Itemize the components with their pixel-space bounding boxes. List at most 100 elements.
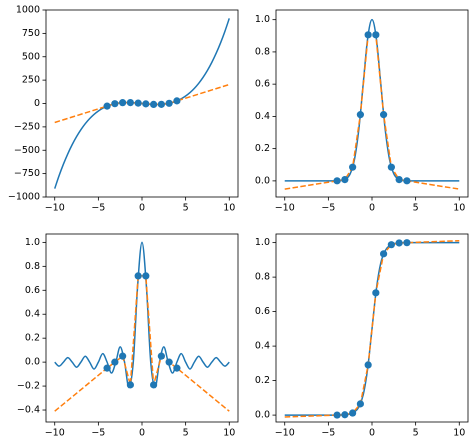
- x-tick-label: −10: [275, 428, 295, 439]
- x-tick-label: 5: [183, 428, 189, 439]
- data-point: [356, 400, 364, 408]
- data-point: [333, 411, 341, 419]
- data-point: [372, 289, 380, 297]
- y-tick-label: 0.4: [255, 111, 270, 122]
- y-tick-label: 0: [34, 98, 40, 109]
- y-tick-label: 0.2: [255, 143, 270, 154]
- data-point: [173, 97, 181, 105]
- dashed-line: [54, 275, 230, 412]
- x-tick-label: 10: [453, 203, 465, 214]
- y-tick-label: 0.0: [255, 175, 270, 186]
- subplot: 0.0 0.2 0.4 0.6 0.8 1.0 −10 −5 0 5 10: [255, 233, 469, 439]
- y-tick-label: −1000: [8, 192, 40, 203]
- y-tick-label: 0.8: [255, 46, 270, 57]
- data-point: [150, 381, 158, 389]
- data-point: [126, 98, 134, 107]
- y-tick-label: 0.0: [255, 410, 270, 421]
- y-tick-label: 0.6: [255, 306, 270, 317]
- y-tick-label: 1.0: [255, 237, 270, 248]
- y-tick-label: 0.8: [255, 272, 270, 283]
- x-tick-label: −10: [45, 203, 65, 214]
- data-point: [403, 239, 411, 247]
- y-tick-label: 500: [22, 51, 40, 62]
- data-point: [356, 111, 364, 119]
- data-point: [165, 358, 173, 366]
- y-tick-label: 0.0: [25, 357, 40, 368]
- data-point: [364, 361, 372, 369]
- y-tick-label: 1.0: [25, 237, 40, 248]
- y-tick-label: 250: [22, 75, 40, 86]
- y-tick-label: 1.0: [255, 14, 270, 25]
- axes-frame: [275, 9, 469, 198]
- data-point: [387, 241, 395, 249]
- y-tick-label: 0.6: [25, 285, 40, 296]
- data-point: [111, 100, 119, 108]
- dashed-line: [54, 83, 230, 124]
- y-tick-label: −0.2: [17, 381, 40, 392]
- y-tick-label: −250: [14, 121, 40, 132]
- y-tick-label: 0.2: [25, 333, 40, 344]
- data-point: [341, 176, 349, 184]
- x-tick-label: 0: [369, 428, 375, 439]
- y-tick-label: −500: [14, 145, 40, 156]
- data-point: [142, 100, 150, 108]
- data-point: [157, 100, 165, 108]
- subplot: 0.0 0.2 0.4 0.6 0.8 1.0 −10 −5 0 5 10: [255, 9, 469, 214]
- axes-frame: [45, 233, 239, 423]
- y-tick-label: −750: [14, 168, 40, 179]
- data-point: [395, 239, 403, 247]
- curve: [284, 18, 460, 182]
- x-tick-label: −10: [45, 428, 65, 439]
- x-tick-label: −5: [321, 203, 335, 214]
- data-point: [372, 31, 380, 39]
- data-point: [349, 409, 357, 417]
- subplot: −1000 −750 −500 −250 0 250 500 750 1000 −10 −5 0 5 10: [8, 5, 239, 214]
- data-point: [364, 31, 372, 39]
- y-tick-label: 0.6: [255, 79, 270, 90]
- axes-frame: [45, 9, 239, 198]
- data-point: [173, 364, 181, 372]
- data-point: [119, 99, 127, 107]
- data-point: [395, 176, 403, 184]
- data-point: [134, 272, 142, 280]
- x-tick-label: −5: [321, 428, 335, 439]
- data-point: [111, 358, 119, 366]
- y-tick-label: 0.4: [25, 309, 40, 320]
- data-point: [157, 352, 165, 360]
- x-tick-label: 10: [453, 428, 465, 439]
- data-point: [387, 163, 395, 171]
- data-point: [103, 364, 111, 372]
- x-tick-label: 10: [223, 428, 235, 439]
- y-tick-label: 0.8: [25, 261, 40, 272]
- x-tick-label: −5: [91, 428, 105, 439]
- data-point: [380, 250, 388, 258]
- data-point: [403, 177, 411, 185]
- x-tick-label: 0: [369, 203, 375, 214]
- data-point: [349, 163, 357, 171]
- data-point: [341, 411, 349, 419]
- data-point: [380, 111, 388, 119]
- y-tick-label: 750: [22, 28, 40, 39]
- curve: [54, 241, 230, 389]
- axes-frame: [275, 233, 469, 423]
- data-point: [103, 102, 111, 110]
- data-point: [165, 99, 173, 107]
- y-tick-label: 1000: [16, 5, 40, 16]
- data-point: [119, 352, 127, 360]
- x-tick-label: −5: [91, 203, 105, 214]
- x-tick-label: 5: [413, 203, 419, 214]
- subplot: −0.4 −0.2 0.0 0.2 0.4 0.6 0.8 1.0 −10 −5 0 5 10: [17, 233, 239, 439]
- y-tick-label: 0.2: [255, 375, 270, 386]
- data-point: [134, 99, 142, 107]
- x-tick-label: 5: [413, 428, 419, 439]
- x-tick-label: 0: [139, 428, 145, 439]
- x-tick-label: 0: [139, 203, 145, 214]
- data-point: [126, 381, 134, 389]
- y-tick-label: 0.4: [255, 341, 270, 352]
- data-point: [333, 177, 341, 185]
- x-tick-label: 5: [183, 203, 189, 214]
- curve: [284, 241, 460, 416]
- x-tick-label: 10: [223, 203, 235, 214]
- data-point: [142, 272, 150, 280]
